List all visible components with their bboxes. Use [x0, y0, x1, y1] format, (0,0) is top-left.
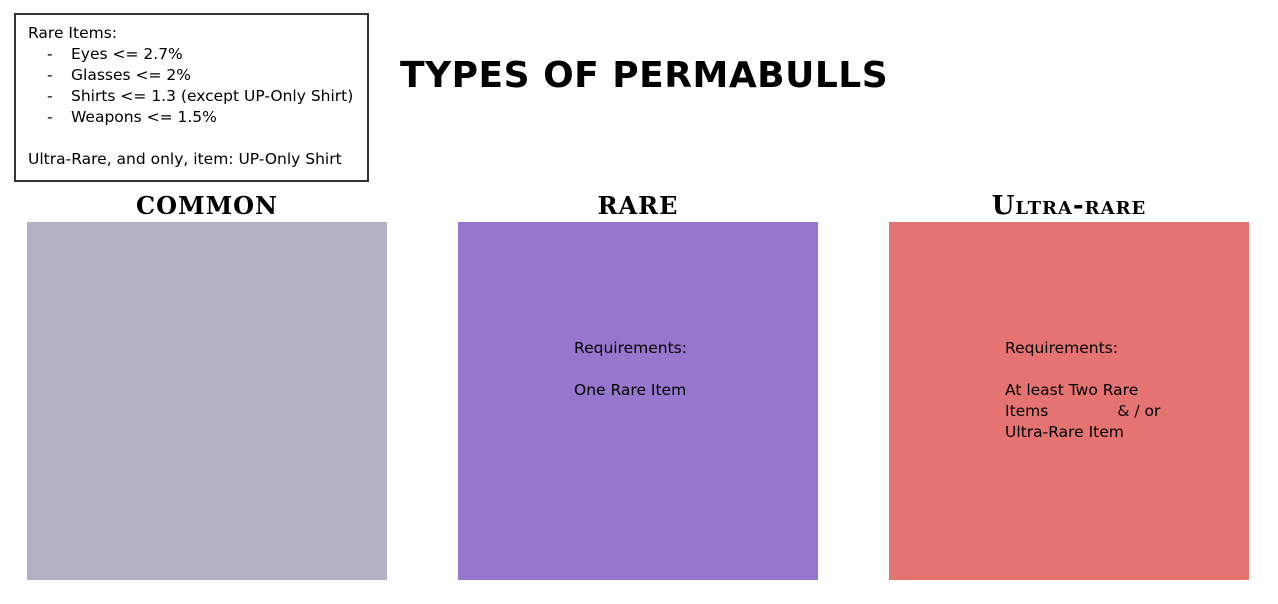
legend-item-text: Shirts <= 1.3 (except UP-Only Shirt) [71, 87, 354, 105]
requirements-label: Requirements: [574, 339, 687, 357]
tier-color-swatch: Requirements: One Rare Item [458, 222, 818, 580]
tier-color-swatch [27, 222, 387, 580]
legend-item-glasses: - Glasses <= 2% [28, 65, 367, 86]
legend-item-text: Eyes <= 2.7% [71, 45, 183, 63]
tier-requirements: Requirements: At least Two Rare Items & … [1005, 338, 1165, 443]
tier-title: Ultra-rare [991, 191, 1147, 221]
legend-item-text: Weapons <= 1.5% [71, 108, 217, 126]
tier-title: COMMON [136, 191, 278, 220]
rare-items-legend: Rare Items: - Eyes <= 2.7% - Glasses <= … [14, 13, 369, 182]
legend-footer: Ultra-Rare, and only, item: UP-Only Shir… [28, 150, 342, 168]
requirements-text: At least Two Rare Items & / or Ultra-Rar… [1005, 381, 1166, 441]
legend-bullet: - [47, 87, 53, 105]
legend-item-text: Glasses <= 2% [71, 66, 191, 84]
tier-color-swatch: Requirements: At least Two Rare Items & … [889, 222, 1249, 580]
legend-item-weapons: - Weapons <= 1.5% [28, 107, 367, 128]
legend-bullet: - [47, 108, 53, 126]
tier-common: COMMON [27, 190, 387, 580]
legend-list: - Eyes <= 2.7% - Glasses <= 2% - Shirts … [28, 44, 367, 128]
tier-requirements: Requirements: One Rare Item [574, 338, 734, 401]
legend-bullet: - [47, 45, 53, 63]
tier-ultra-rare: Ultra-rare Requirements: At least Two Ra… [889, 190, 1249, 580]
legend-bullet: - [47, 66, 53, 84]
legend-item-shirts: - Shirts <= 1.3 (except UP-Only Shirt) [28, 86, 367, 107]
legend-heading: Rare Items: [28, 24, 118, 42]
tier-rare: RARE Requirements: One Rare Item [458, 190, 818, 580]
page-title: TYPES OF PERMABULLS [400, 55, 889, 96]
requirements-text: One Rare Item [574, 381, 687, 399]
tier-title: RARE [597, 191, 679, 220]
legend-item-eyes: - Eyes <= 2.7% [28, 44, 367, 65]
requirements-label: Requirements: [1005, 339, 1118, 357]
